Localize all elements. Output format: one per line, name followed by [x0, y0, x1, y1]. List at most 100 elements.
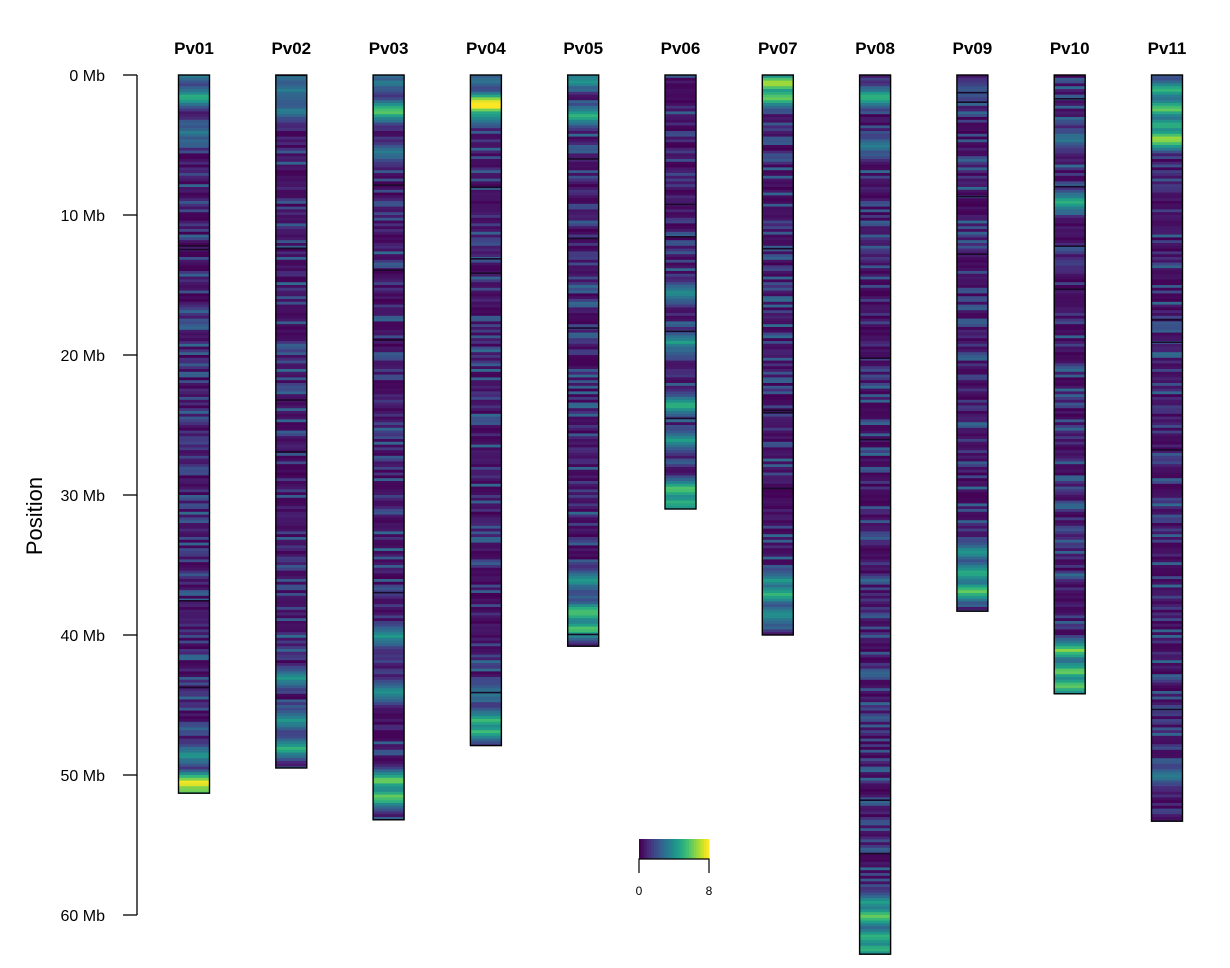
density-bin — [373, 220, 405, 224]
density-bin — [859, 301, 891, 305]
density-bin — [567, 313, 599, 317]
density-bin — [859, 719, 891, 723]
density-bin — [275, 548, 307, 552]
density-bin — [1151, 265, 1183, 269]
density-bin — [470, 542, 502, 546]
density-bin — [470, 556, 502, 560]
density-bin — [178, 201, 210, 205]
legend-swatch — [639, 839, 642, 859]
density-bin — [275, 380, 307, 384]
density-bin — [373, 640, 405, 644]
density-bin — [956, 257, 988, 261]
density-bin — [373, 749, 405, 753]
density-bin — [956, 478, 988, 482]
density-bin — [470, 705, 502, 709]
density-bin — [956, 545, 988, 549]
density-bin — [956, 489, 988, 493]
density-bin — [373, 769, 405, 773]
density-bin — [470, 699, 502, 703]
density-bin — [178, 287, 210, 291]
density-bin — [859, 142, 891, 146]
y-tick-label: 10 Mb — [61, 208, 106, 225]
density-bin — [762, 369, 794, 373]
density-bin — [275, 489, 307, 493]
density-bin — [1151, 117, 1183, 121]
density-bin — [1151, 352, 1183, 356]
density-bin — [178, 189, 210, 193]
density-bin — [1151, 268, 1183, 272]
density-bin — [373, 360, 405, 364]
density-bin — [1151, 537, 1183, 541]
density-bin — [275, 195, 307, 199]
density-bin — [859, 663, 891, 667]
density-bin — [567, 458, 599, 462]
density-bin — [275, 279, 307, 283]
density-bin — [373, 369, 405, 373]
density-bin — [567, 461, 599, 465]
density-bin — [178, 276, 210, 280]
density-bin — [1151, 313, 1183, 317]
density-bin — [178, 702, 210, 706]
density-bin — [1054, 455, 1086, 459]
density-bin — [275, 523, 307, 527]
density-bin — [470, 374, 502, 378]
density-bin — [859, 338, 891, 342]
density-bin — [1054, 181, 1086, 185]
chromosome-pv09: Pv09 — [953, 39, 992, 612]
density-bin — [762, 609, 794, 613]
density-bin — [665, 178, 696, 182]
density-bin — [1151, 290, 1183, 294]
density-bin — [373, 579, 405, 583]
density-bin — [178, 296, 210, 300]
density-bin — [665, 89, 696, 93]
density-bin — [178, 663, 210, 667]
density-bin — [567, 579, 599, 583]
density-bin — [373, 545, 405, 549]
density-bin — [178, 450, 210, 454]
density-bin — [762, 301, 794, 305]
density-bin — [178, 721, 210, 725]
density-bin — [178, 254, 210, 258]
density-bin — [762, 201, 794, 205]
density-bin — [373, 539, 405, 543]
density-bin — [373, 237, 405, 241]
density-bin — [1054, 553, 1086, 557]
density-bin — [373, 223, 405, 227]
density-bin — [178, 567, 210, 571]
density-bin — [275, 430, 307, 434]
density-bin — [178, 458, 210, 462]
density-bin — [275, 299, 307, 303]
density-bin — [859, 226, 891, 230]
density-bin — [373, 511, 405, 515]
density-bin — [859, 209, 891, 213]
density-bin — [859, 441, 891, 445]
density-bin — [178, 500, 210, 504]
density-bin — [373, 469, 405, 473]
density-bin — [373, 623, 405, 627]
density-bin — [373, 660, 405, 664]
density-bin — [275, 581, 307, 585]
density-bin — [275, 164, 307, 168]
density-bin — [178, 313, 210, 317]
density-bin — [567, 640, 599, 644]
density-bin — [956, 607, 988, 611]
density-bin — [859, 100, 891, 104]
density-bin — [567, 537, 599, 541]
density-bin — [1054, 131, 1086, 135]
density-bin — [762, 313, 794, 317]
density-bin — [762, 217, 794, 221]
density-bin — [373, 576, 405, 580]
density-bin — [1151, 391, 1183, 395]
density-bin — [373, 209, 405, 213]
density-bin — [275, 349, 307, 353]
density-bin — [373, 436, 405, 440]
density-bin — [275, 237, 307, 241]
density-bin — [665, 86, 696, 90]
density-bin — [859, 231, 891, 235]
density-bin — [859, 724, 891, 728]
density-bin — [373, 327, 405, 331]
density-bin — [956, 265, 988, 269]
density-bin — [1151, 814, 1183, 818]
density-bin — [275, 539, 307, 543]
density-bin — [373, 598, 405, 602]
